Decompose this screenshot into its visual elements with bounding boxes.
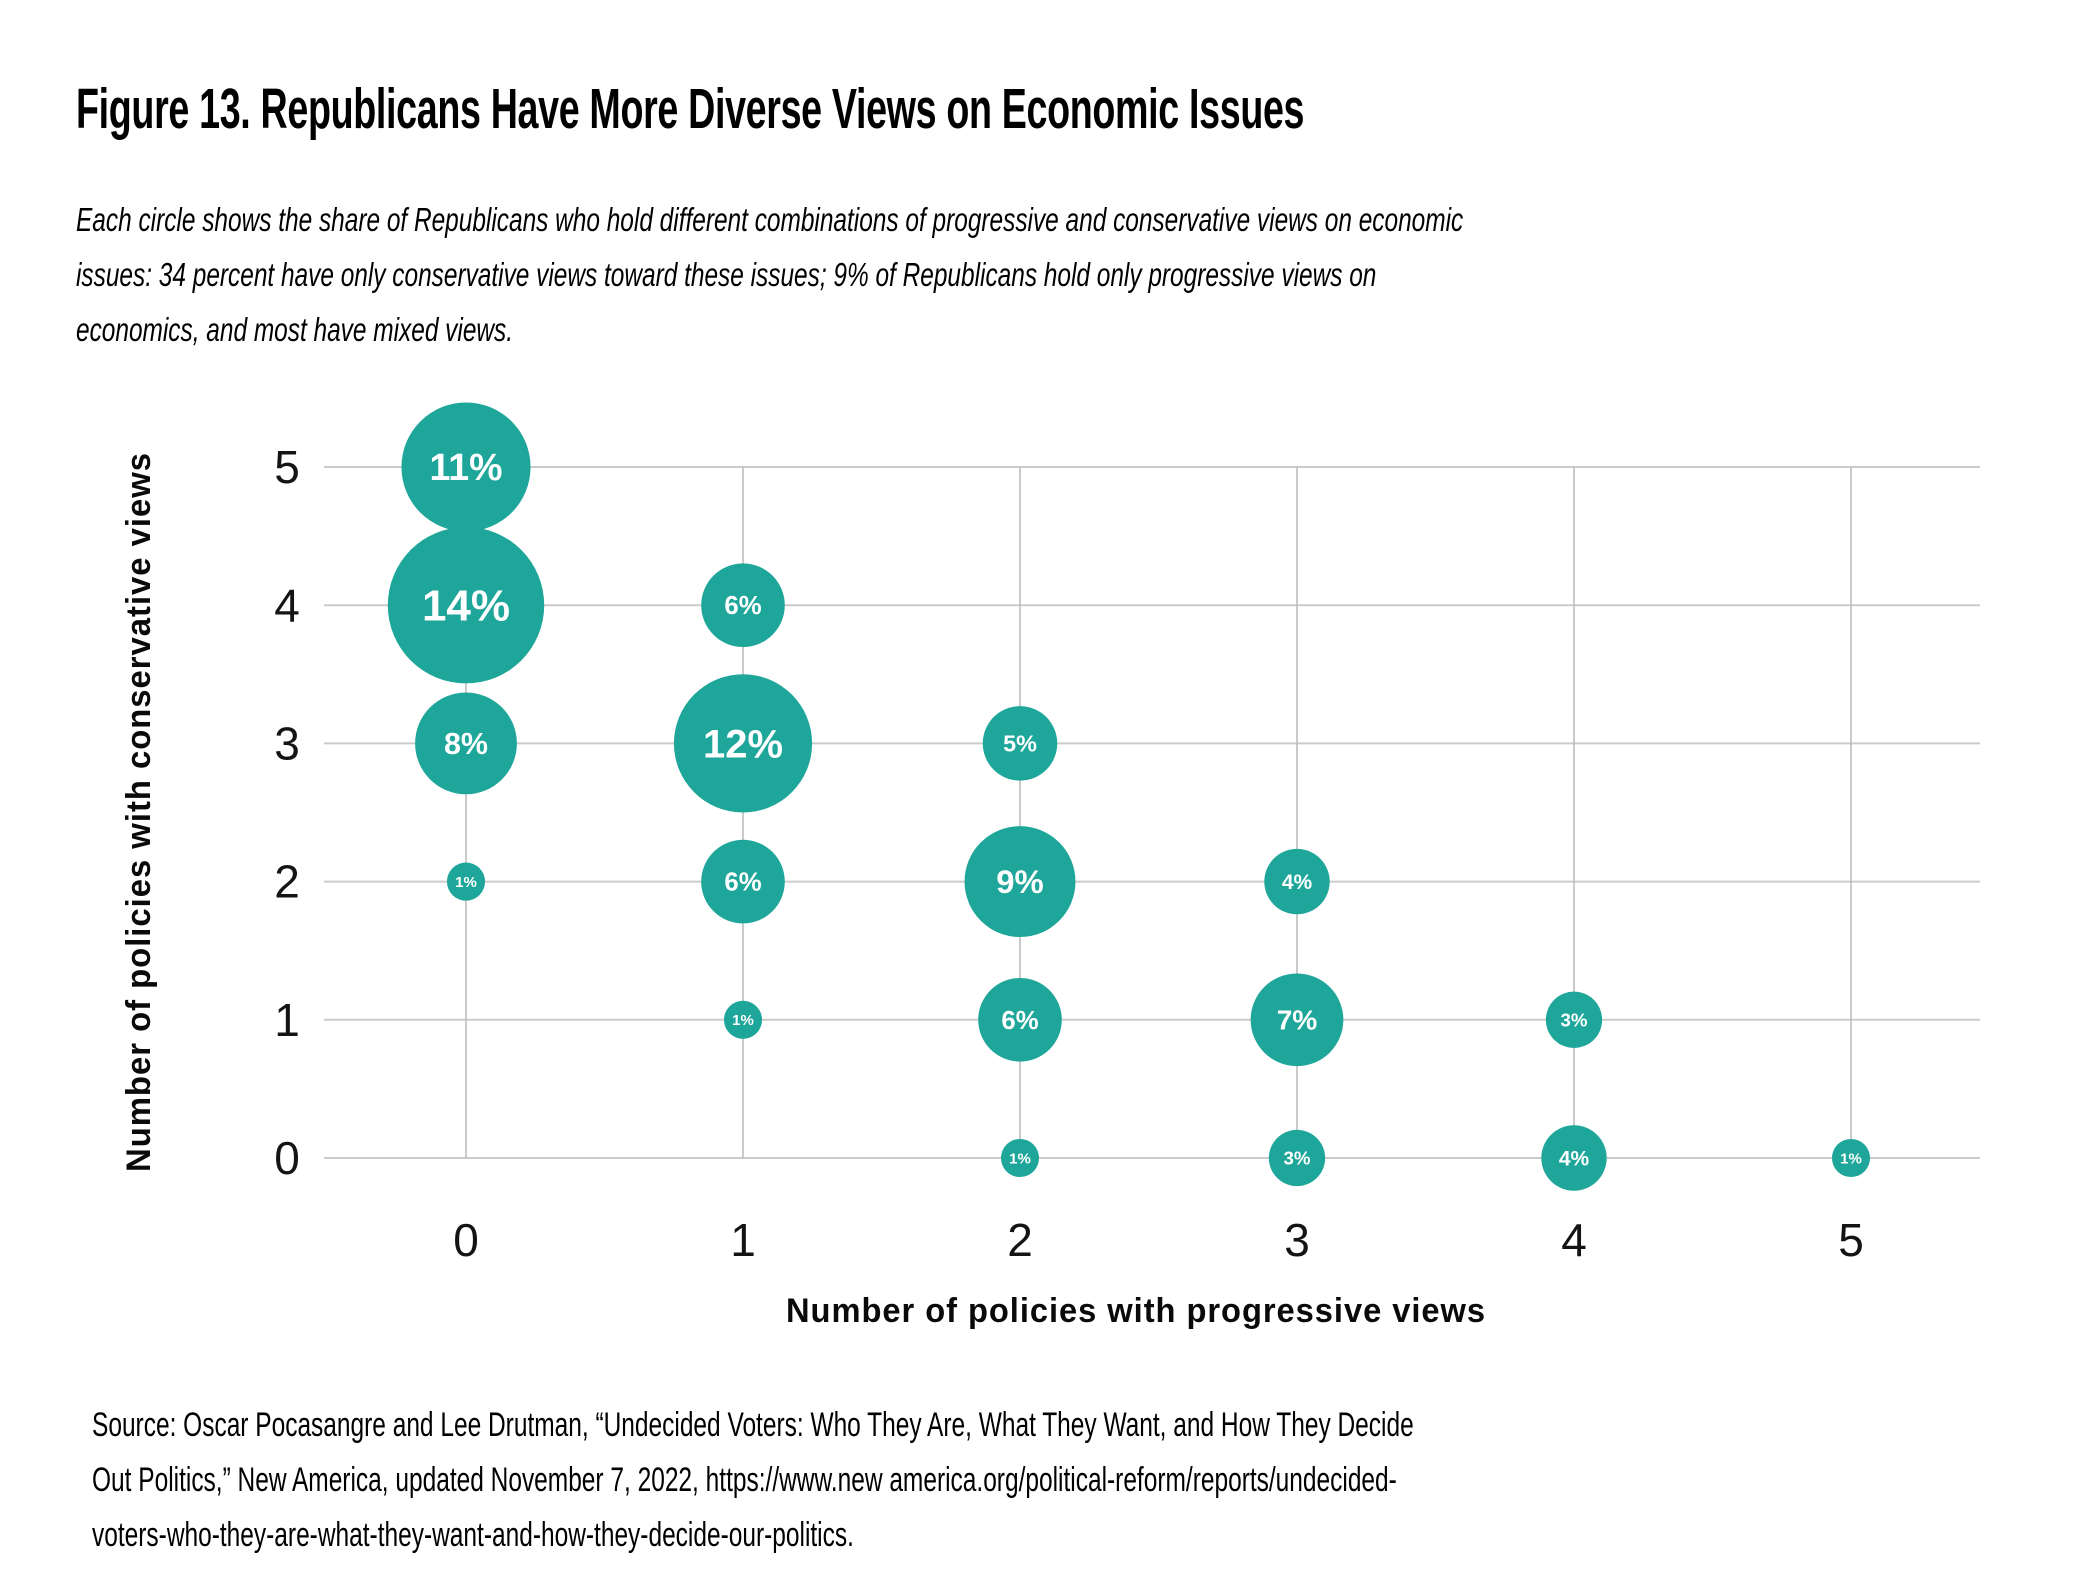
bubble-circle	[701, 563, 785, 647]
x-tick-label: 5	[1838, 1214, 1864, 1266]
bubble-value-label: 8%	[444, 727, 488, 761]
x-tick-label: 3	[1284, 1214, 1310, 1266]
x-tick-label: 0	[453, 1214, 479, 1266]
bubble-x0-y3: 8%	[415, 692, 517, 795]
bubble-x2-y1: 6%	[978, 978, 1062, 1062]
bubble-circle	[415, 692, 517, 795]
bubble-value-label: 6%	[724, 592, 761, 620]
x-axis-title: Number of policies with progressive view…	[786, 1292, 1486, 1330]
bubble-x1-y3: 12%	[673, 674, 813, 813]
bubble-circle	[1545, 991, 1603, 1048]
bubble-circle	[1264, 848, 1330, 915]
bubble-x1-y2: 6%	[701, 839, 785, 924]
bubble-circle	[1268, 1129, 1326, 1187]
bubble-value-label: 11%	[429, 446, 502, 488]
bubble-circle	[1831, 1138, 1871, 1178]
bubble-value-label: 1%	[455, 874, 477, 891]
y-tick-label: 1	[274, 994, 300, 1046]
bubble-value-label: 3%	[1561, 1009, 1588, 1030]
bubble-x1-y1: 1%	[723, 1000, 763, 1039]
x-tick-labels-group: 0 1 2 3 4 5	[453, 1214, 1864, 1266]
x-tick-label: 4	[1561, 1214, 1587, 1266]
gridlines-horizontal-group	[324, 466, 1980, 1159]
bubble-x4-y1: 3%	[1545, 991, 1603, 1048]
bubble-circle	[723, 1000, 763, 1039]
bubble-x2-y0: 1%	[1000, 1138, 1040, 1178]
bubble-value-label: 4%	[1559, 1147, 1590, 1170]
bubble-circle	[1541, 1125, 1607, 1191]
y-axis-title: Number of policies with conservative vie…	[120, 452, 158, 1172]
bubble-value-label: 6%	[1001, 1007, 1038, 1035]
bubble-x0-y2: 1%	[446, 862, 486, 901]
bubble-x0-y5: 11%	[401, 402, 531, 532]
bubble-x4-y0: 4%	[1541, 1125, 1607, 1191]
bubble-x2-y2: 9%	[964, 826, 1076, 938]
bubble-x1-y4: 6%	[701, 563, 785, 647]
bubble-circle	[673, 674, 813, 813]
bubble-circle	[982, 706, 1058, 781]
bubble-value-label: 3%	[1284, 1148, 1311, 1169]
bubbles-group: 11% 14% 8% 1% 6% 12% 6% 1% 5% 9% 6% 1% 4% 7% 3% 3% 4% 1%	[387, 402, 1871, 1191]
figure-title: Figure 13. Republicans Have More Diverse…	[76, 77, 1305, 141]
bubble-x3-y0: 3%	[1268, 1129, 1326, 1187]
source-note: Source: Oscar Pocasangre and Lee Drutman…	[92, 1406, 1414, 1554]
y-tick-labels-group: 5 4 3 2 1 0	[274, 441, 300, 1184]
bubble-value-label: 1%	[1009, 1150, 1031, 1167]
x-tick-label: 2	[1007, 1214, 1033, 1266]
x-tick-label: 1	[730, 1214, 756, 1266]
y-tick-label: 2	[274, 856, 300, 908]
bubble-circle	[1000, 1138, 1040, 1178]
bubble-value-label: 12%	[703, 722, 783, 766]
bubble-circle	[387, 527, 545, 684]
bubble-x3-y2: 4%	[1264, 848, 1330, 915]
bubble-x0-y4: 14%	[387, 527, 545, 684]
bubble-value-label: 7%	[1277, 1005, 1318, 1036]
bubble-value-label: 5%	[1003, 731, 1037, 757]
y-tick-label: 0	[274, 1132, 300, 1184]
bubble-x5-y0: 1%	[1831, 1138, 1871, 1178]
bubble-value-label: 1%	[732, 1012, 754, 1029]
y-tick-label: 4	[274, 579, 300, 631]
gridlines-vertical-group	[465, 467, 1852, 1158]
bubble-value-label: 4%	[1282, 871, 1313, 894]
bubble-x3-y1: 7%	[1250, 973, 1344, 1067]
bubble-circle	[964, 826, 1076, 938]
bubble-circle	[701, 839, 785, 924]
bubble-x2-y3: 5%	[982, 706, 1058, 781]
y-tick-label: 3	[274, 718, 300, 770]
figure-description: Each circle shows the share of Republica…	[76, 201, 1464, 348]
bubble-circle	[1250, 973, 1344, 1067]
y-tick-label: 5	[274, 441, 300, 493]
bubble-value-label: 9%	[996, 863, 1043, 900]
bubble-value-label: 14%	[422, 582, 510, 631]
bubble-value-label: 6%	[724, 869, 761, 897]
bubble-value-label: 1%	[1840, 1150, 1862, 1167]
bubble-circle	[446, 862, 486, 901]
bubble-circle	[978, 978, 1062, 1062]
bubble-circle	[401, 402, 531, 532]
